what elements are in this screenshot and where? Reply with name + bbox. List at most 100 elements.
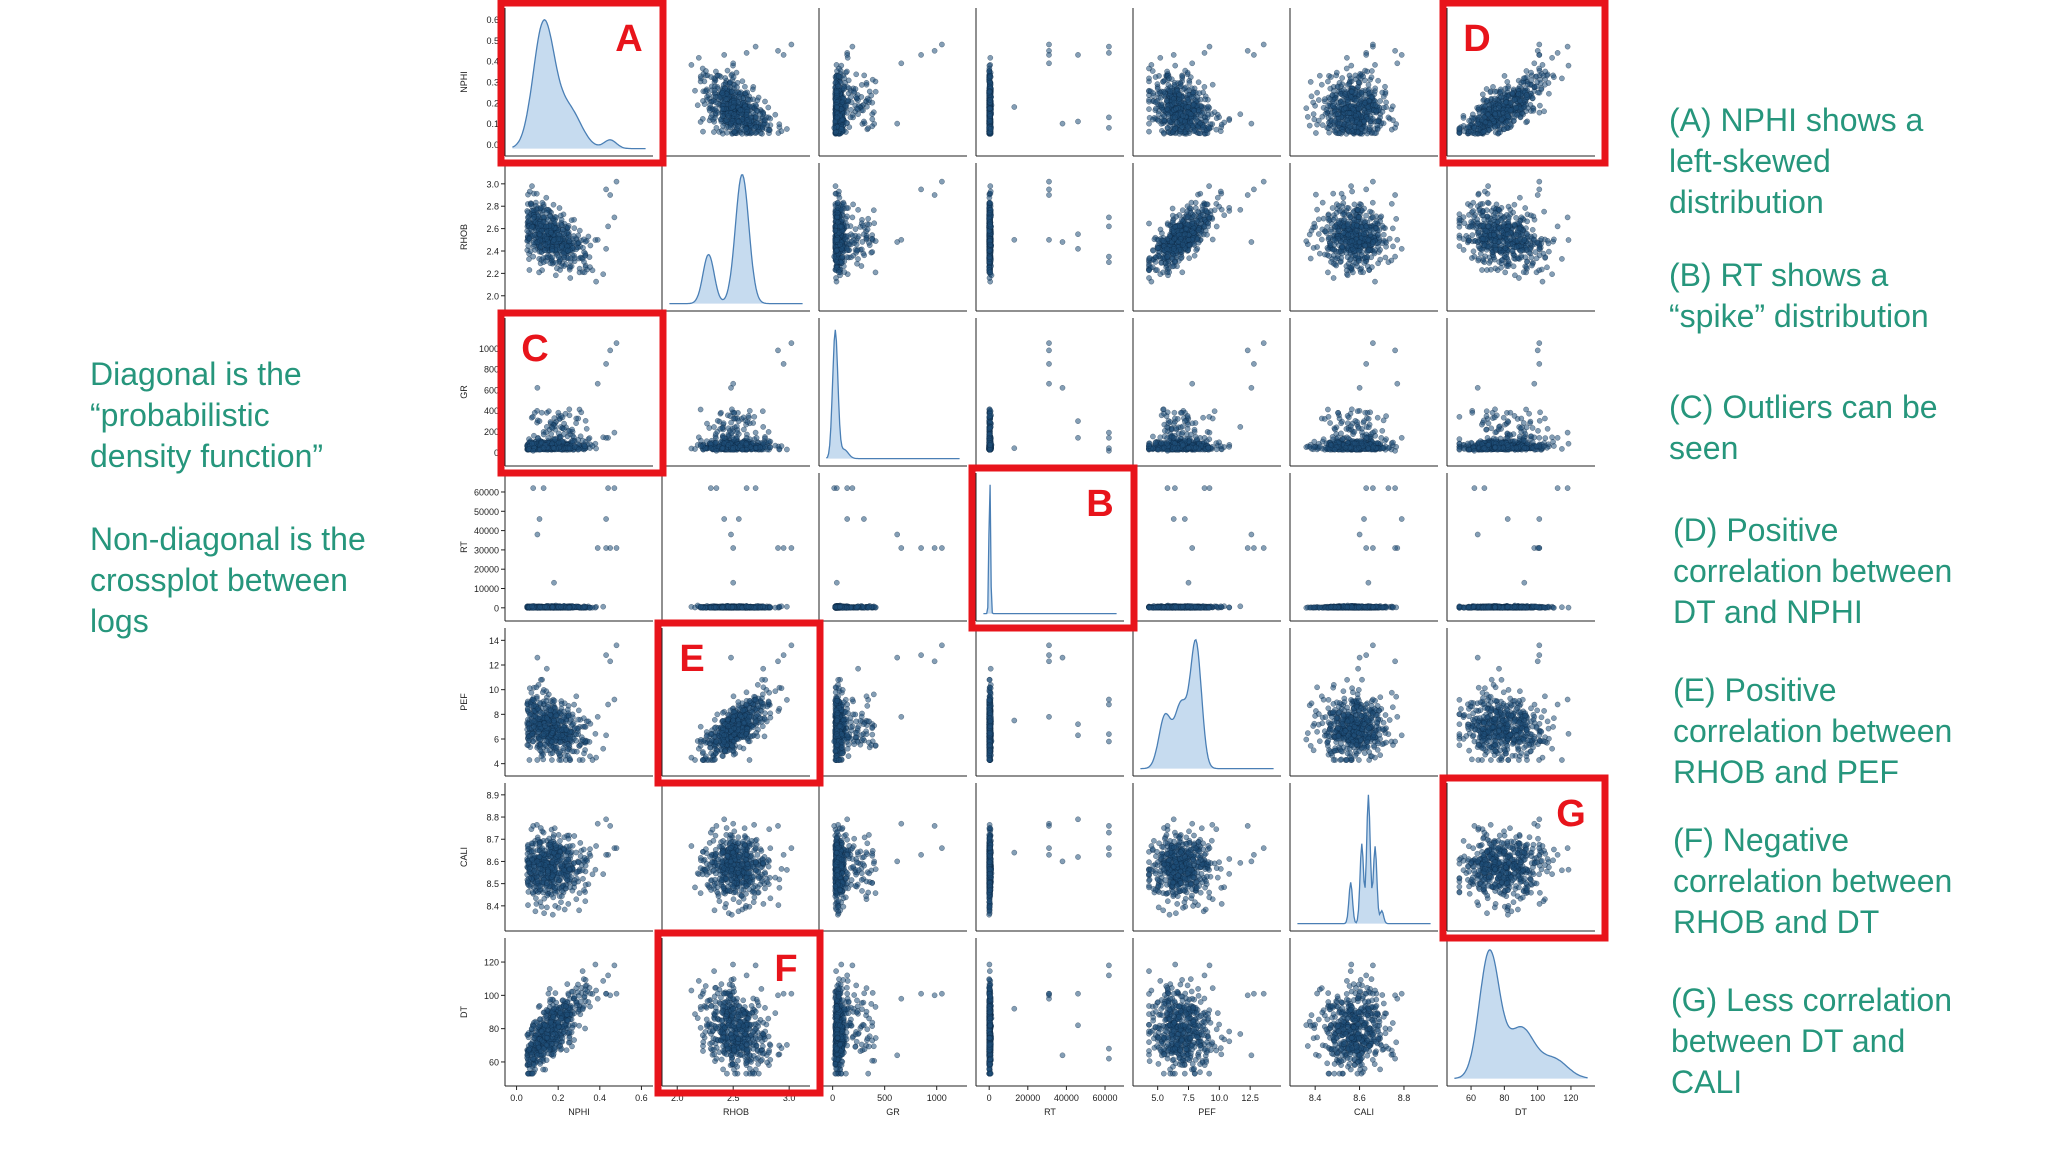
scatter-point — [1185, 124, 1190, 129]
scatter-point — [1511, 118, 1516, 123]
scatter-point — [614, 179, 619, 184]
scatter-point — [845, 214, 850, 219]
scatter-point — [1534, 74, 1539, 79]
scatter-point — [834, 237, 839, 242]
scatter-point — [559, 217, 564, 222]
scatter-point — [528, 249, 533, 254]
panel-nphi-pef — [1133, 8, 1281, 156]
scatter-point — [1214, 116, 1219, 121]
scatter-point — [1198, 131, 1203, 136]
scatter-point — [1395, 61, 1400, 66]
scatter-point — [1537, 110, 1542, 115]
scatter-point — [744, 112, 749, 117]
scatter-point — [1534, 84, 1539, 89]
scatter-point — [1499, 95, 1504, 100]
scatter-point — [556, 255, 561, 260]
scatter-point — [581, 237, 586, 242]
scatter-point — [856, 234, 861, 239]
panel-nphi-rt — [976, 8, 1124, 156]
scatter-point — [1165, 125, 1170, 130]
scatter-point — [1330, 92, 1335, 97]
scatter-point — [1315, 90, 1320, 95]
scatter-point — [1522, 104, 1527, 109]
scatter-point — [1156, 112, 1161, 117]
scatter-point — [1532, 61, 1537, 66]
scatter-point — [1335, 112, 1340, 117]
scatter-point — [1207, 44, 1212, 49]
scatter-point — [988, 184, 993, 189]
scatter-point — [1012, 104, 1017, 109]
scatter-point — [1521, 76, 1526, 81]
scatter-point — [1172, 126, 1177, 131]
scatter-point — [530, 224, 535, 229]
scatter-point — [1319, 82, 1324, 87]
scatter-point — [1186, 104, 1191, 109]
scatter-point — [719, 128, 724, 133]
scatter-point — [1168, 89, 1173, 94]
scatter-point — [1317, 73, 1322, 78]
scatter-point — [855, 256, 860, 261]
scatter-point — [1390, 118, 1395, 123]
scatter-point — [854, 95, 859, 100]
scatter-point — [1182, 86, 1187, 91]
scatter-point — [1305, 114, 1310, 119]
scatter-point — [854, 242, 859, 247]
scatter-point — [544, 224, 549, 229]
scatter-point — [1359, 126, 1364, 131]
scatter-point — [544, 210, 549, 215]
scatter-point — [841, 86, 846, 91]
scatter-point — [604, 187, 609, 192]
scatter-point — [856, 112, 861, 117]
scatter-point — [538, 205, 543, 210]
scatter-point — [714, 125, 719, 130]
scatter-point — [553, 273, 558, 278]
scatter-point — [873, 239, 878, 244]
scatter-point — [839, 224, 844, 229]
scatter-point — [1546, 91, 1551, 96]
scatter-point — [1304, 106, 1309, 111]
scatter-point — [1188, 112, 1193, 117]
scatter-point — [732, 129, 737, 134]
scatter-point — [703, 89, 708, 94]
scatter-point — [1457, 126, 1462, 131]
scatter-point — [1369, 75, 1374, 80]
scatter-point — [576, 240, 581, 245]
scatter-point — [1328, 86, 1333, 91]
scatter-point — [1369, 68, 1374, 73]
scatter-point — [1202, 50, 1207, 55]
scatter-point — [1340, 75, 1345, 80]
scatter-point — [1344, 66, 1349, 71]
scatter-point — [1172, 115, 1177, 120]
scatter-point — [738, 108, 743, 113]
scatter-point — [1393, 125, 1398, 130]
scatter-point — [865, 227, 870, 232]
scatter-point — [1505, 79, 1510, 84]
scatter-point — [1537, 103, 1542, 108]
scatter-point — [834, 104, 839, 109]
scatter-point — [569, 218, 574, 223]
scatter-point — [845, 246, 850, 251]
scatter-point — [1372, 131, 1377, 136]
scatter-point — [1393, 48, 1398, 53]
scatter-point — [606, 224, 611, 229]
scatter-point — [1354, 98, 1359, 103]
scatter-point — [1188, 75, 1193, 80]
scatter-point — [861, 232, 866, 237]
scatter-point — [1370, 116, 1375, 121]
scatter-point — [558, 267, 563, 272]
scatter-point — [766, 105, 771, 110]
scatter-point — [919, 187, 924, 192]
scatter-point — [1185, 97, 1190, 102]
scatter-point — [528, 202, 533, 207]
scatter-point — [700, 66, 705, 71]
scatter-point — [1153, 100, 1158, 105]
scatter-point — [1156, 118, 1161, 123]
scatter-point — [988, 74, 993, 79]
scatter-point — [544, 236, 549, 241]
scatter-point — [572, 256, 577, 261]
scatter-point — [932, 192, 937, 197]
scatter-point — [1251, 52, 1256, 57]
scatter-point — [1361, 74, 1366, 79]
scatter-point — [1177, 92, 1182, 97]
scatter-point — [1502, 73, 1507, 78]
